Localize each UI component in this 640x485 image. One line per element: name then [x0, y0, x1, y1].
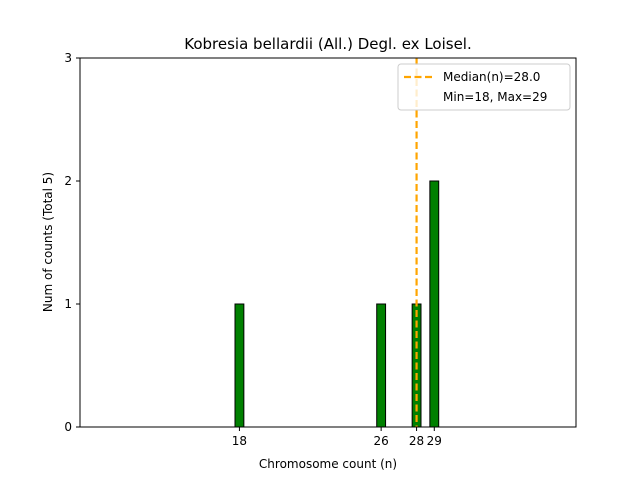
plot-background — [80, 58, 576, 427]
bar-n-29 — [429, 180, 440, 428]
legend: Median(n)=28.0 Min=18, Max=29 — [397, 63, 571, 111]
legend-frame — [397, 63, 571, 111]
x-axis-label: Chromosome count (n) — [259, 457, 397, 471]
y-tick-label: 0 — [64, 420, 72, 434]
legend-entry-label: Median(n)=28.0 — [443, 70, 540, 84]
plot-area: 0 1 2 3 18 26 28 29 — [64, 51, 577, 448]
x-tick-label: 28 — [409, 434, 424, 448]
axes-frame — [79, 57, 577, 428]
bar-n-26 — [376, 303, 387, 428]
chart-title: Kobresia bellardii (All.) Degl. ex Loise… — [184, 35, 471, 53]
x-tick-label: 29 — [427, 434, 442, 448]
y-tick-label: 3 — [64, 51, 72, 65]
y-axis-label: Num of counts (Total 5) — [41, 172, 55, 312]
y-tick-label: 1 — [64, 297, 72, 311]
x-tick-label: 18 — [232, 434, 247, 448]
x-tick-label: 26 — [374, 434, 389, 448]
bar-n-18 — [234, 303, 245, 428]
y-tick-label: 2 — [64, 174, 72, 188]
legend-entry-label: Min=18, Max=29 — [443, 90, 547, 104]
